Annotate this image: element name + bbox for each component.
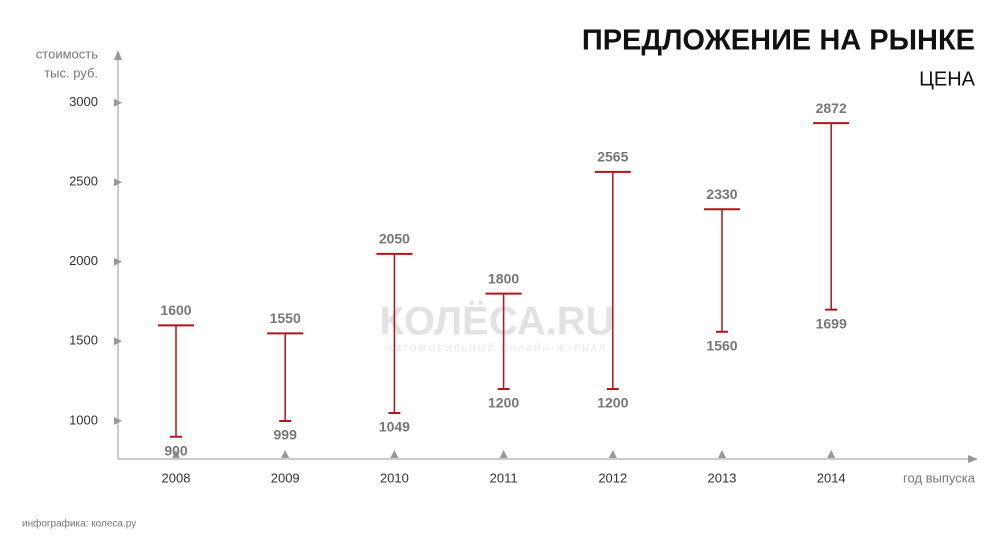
y-tick-label: 3000 bbox=[69, 94, 98, 109]
value-label: 1200 bbox=[488, 395, 519, 411]
y-tick bbox=[114, 178, 122, 187]
value-label: 2872 bbox=[816, 100, 847, 116]
x-tick bbox=[718, 450, 726, 458]
y-tick bbox=[114, 337, 122, 346]
value-label: 1600 bbox=[160, 302, 191, 318]
chart-title: ПРЕДЛОЖЕНИЕ НА РЫНКЕ bbox=[582, 25, 975, 57]
y-axis-arrow bbox=[114, 50, 122, 60]
value-label: 1049 bbox=[379, 419, 410, 435]
x-tick bbox=[827, 450, 836, 458]
x-tick bbox=[499, 450, 508, 458]
x-axis-label: год выпуска bbox=[903, 470, 976, 485]
y-tick-label: 1000 bbox=[69, 412, 98, 427]
value-label: 900 bbox=[164, 442, 188, 458]
x-tick-label: 2010 bbox=[380, 470, 409, 485]
y-tick bbox=[114, 98, 122, 107]
value-label: 1699 bbox=[816, 315, 847, 331]
value-label: 2330 bbox=[706, 186, 737, 202]
x-tick-label: 2011 bbox=[490, 470, 518, 485]
value-label: 999 bbox=[274, 427, 298, 443]
y-axis-label: тыс. руб. bbox=[44, 65, 98, 80]
x-tick-label: 2008 bbox=[162, 470, 191, 485]
watermark: АВТОМОБИЛЬНЫЙ ОНЛАЙН-ЖУРНАЛ bbox=[387, 342, 607, 353]
y-tick-label: 1500 bbox=[69, 333, 98, 348]
x-tick-label: 2009 bbox=[271, 470, 300, 485]
x-tick bbox=[172, 450, 180, 458]
x-tick-label: 2012 bbox=[598, 470, 627, 485]
y-tick-label: 2000 bbox=[69, 253, 98, 268]
y-tick bbox=[114, 416, 122, 425]
x-tick bbox=[281, 450, 290, 458]
value-label: 1550 bbox=[270, 310, 301, 326]
chart-subtitle: ЦЕНА bbox=[919, 68, 976, 90]
y-tick-label: 2500 bbox=[69, 174, 98, 189]
value-label: 2050 bbox=[379, 231, 410, 247]
value-label: 1200 bbox=[597, 395, 628, 411]
x-tick bbox=[390, 450, 399, 458]
y-tick bbox=[114, 257, 122, 266]
y-axis-label: стоимость bbox=[36, 46, 98, 61]
value-label: 1800 bbox=[488, 270, 519, 286]
x-axis-arrow bbox=[968, 455, 978, 463]
value-label: 1560 bbox=[706, 337, 737, 353]
x-tick bbox=[608, 450, 617, 458]
value-label: 2565 bbox=[597, 149, 628, 165]
source: инфографика: колеса.ру bbox=[22, 518, 136, 530]
x-tick-label: 2014 bbox=[817, 470, 846, 485]
x-tick-label: 2013 bbox=[708, 470, 737, 485]
watermark: КОЛЁСА.RU bbox=[379, 300, 614, 344]
